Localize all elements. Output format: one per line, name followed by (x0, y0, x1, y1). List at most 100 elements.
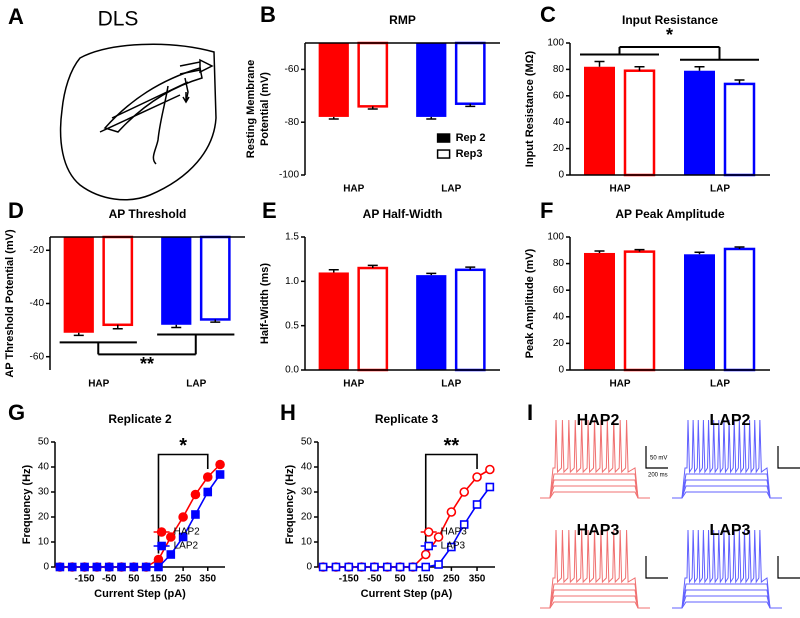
x-tick-label: HAP (343, 379, 364, 390)
marker (421, 562, 431, 572)
marker (154, 562, 163, 572)
y-tick-label: 1.5 (285, 232, 299, 243)
panel-letter: E (262, 198, 277, 223)
legend-label: Rep 2 (456, 132, 486, 144)
error-bar (210, 319, 221, 323)
bar (723, 82, 756, 177)
x-tick-label: HAP (88, 379, 109, 390)
legend-label: HAP2 (174, 527, 201, 538)
x-tick-label: HAP (609, 379, 630, 390)
marker (344, 562, 354, 572)
marker (129, 562, 139, 572)
y-tick-label: 1.0 (285, 276, 299, 287)
y-tick-label: 20 (301, 512, 313, 523)
marker (395, 562, 405, 572)
bar (102, 235, 134, 327)
trace (672, 479, 782, 499)
y-tick-label: 0.5 (285, 320, 299, 331)
error-bar (634, 66, 645, 71)
marker (80, 562, 89, 572)
chart-title: RMP (389, 13, 416, 27)
y-tick-label: 80 (553, 64, 565, 75)
error-bar (328, 269, 339, 273)
chart-title: AP Threshold (109, 207, 187, 221)
error-bar (367, 106, 378, 110)
error-bar (594, 250, 605, 253)
scale-bar (645, 556, 668, 579)
y-tick-label: 40 (38, 462, 50, 473)
brain-outline (59, 43, 217, 201)
chart-title: AP Peak Amplitude (615, 207, 725, 221)
marker (156, 527, 167, 537)
marker (55, 562, 65, 572)
marker (67, 562, 77, 572)
y-tick-label: 40 (301, 462, 313, 473)
electrode (179, 58, 214, 75)
trace-label: LAP3 (710, 522, 751, 539)
x-tick-label: 50 (128, 574, 140, 585)
bar (684, 254, 715, 370)
ventricle-line (152, 85, 169, 165)
legend-label: HAP3 (441, 527, 468, 538)
y-axis-label: Peak Amplitude (mV) (524, 248, 536, 358)
marker (446, 507, 457, 517)
y-axis-label: Potential (mV) (259, 72, 271, 146)
trace (540, 601, 650, 609)
x-tick-label: 350 (469, 574, 486, 585)
x-tick-label: 350 (199, 574, 216, 585)
x-tick-label: LAP (710, 379, 730, 390)
y-tick-label: 40 (553, 117, 565, 128)
y-tick-label: 80 (553, 258, 565, 269)
y-tick-label: -60 (30, 351, 45, 362)
brain-diagram (59, 43, 217, 201)
y-tick-label: 0 (306, 562, 312, 573)
marker (423, 527, 434, 537)
spike-trace (672, 419, 782, 499)
legend-label: LAP3 (441, 541, 466, 552)
marker (382, 562, 392, 572)
panel-letter: C (540, 2, 556, 27)
error-bar (328, 116, 339, 120)
marker (318, 562, 328, 572)
marker (459, 487, 470, 497)
marker (92, 562, 102, 572)
bar (454, 268, 486, 372)
x-tick-label: -50 (102, 574, 117, 585)
marker (141, 562, 151, 572)
marker (190, 489, 201, 500)
y-axis-label: AP Threshold Potential (mV) (4, 229, 16, 378)
bar (63, 237, 94, 333)
x-tick-label: 50 (395, 574, 407, 585)
scale-bar (645, 446, 668, 469)
y-tick-label: 20 (553, 143, 565, 154)
marker (434, 560, 443, 569)
significance-bracket (580, 46, 759, 61)
x-axis-label: Current Step (pA) (94, 588, 186, 600)
x-tick-label: 250 (175, 574, 192, 585)
trace-label: HAP3 (577, 522, 620, 539)
series-line (59, 474, 221, 568)
trace (540, 479, 650, 499)
y-tick-label: 0 (43, 562, 49, 573)
error-bar (426, 272, 437, 276)
trace (672, 601, 782, 609)
panel-letter: B (260, 2, 276, 27)
bar (584, 66, 615, 175)
bar (623, 69, 656, 177)
marker (215, 470, 225, 479)
marker (153, 554, 164, 565)
legend-label: Rep3 (456, 148, 483, 160)
significance-label: * (179, 435, 187, 457)
marker (178, 512, 188, 522)
y-tick-label: 20 (38, 512, 50, 523)
significance-label: ** (140, 354, 154, 374)
marker (420, 549, 431, 560)
chart-title: Replicate 2 (108, 412, 172, 426)
y-axis-label: Resting Membrane (245, 60, 257, 158)
scale-bar (777, 556, 800, 579)
panel-letter: H (280, 400, 296, 425)
error-bar (426, 116, 437, 120)
bar (318, 272, 349, 370)
marker (117, 562, 126, 572)
